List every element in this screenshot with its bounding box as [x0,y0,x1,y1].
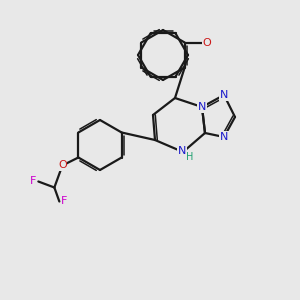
Text: F: F [30,176,37,187]
Text: O: O [202,38,211,47]
Text: N: N [178,146,186,156]
Text: N: N [198,102,206,112]
Text: N: N [220,132,228,142]
Text: O: O [58,160,67,170]
Text: N: N [220,90,228,100]
Text: F: F [61,196,68,206]
Text: H: H [186,152,194,162]
